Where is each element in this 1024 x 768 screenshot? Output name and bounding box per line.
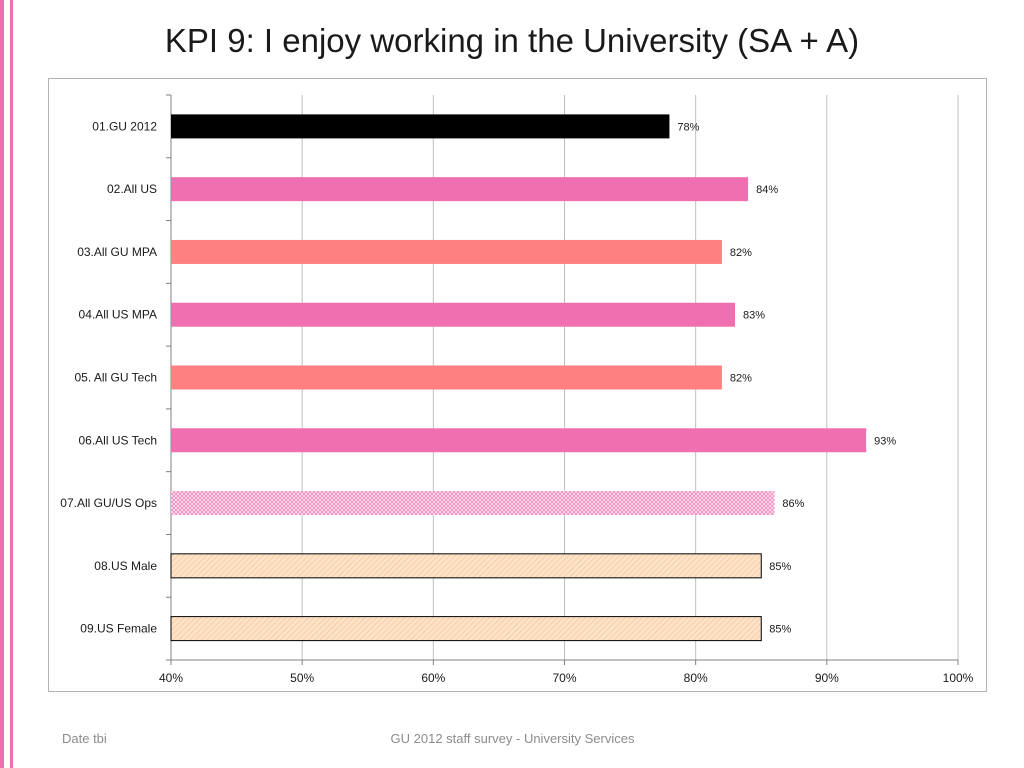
- category-label: 01.GU 2012: [92, 119, 157, 133]
- category-label: 04.All US MPA: [79, 308, 157, 322]
- value-label: 86%: [782, 498, 804, 510]
- bar: [170, 616, 762, 642]
- accent-bar-outer: [0, 0, 4, 768]
- bar: [171, 177, 749, 202]
- slide-title: KPI 9: I enjoy working in the University…: [164, 22, 860, 59]
- bar: [171, 365, 722, 390]
- footer-source: GU 2012 staff survey - University Servic…: [390, 731, 635, 746]
- value-label: 84%: [756, 184, 778, 196]
- category-label: 08.US Male: [94, 559, 157, 573]
- category-label: 03.All GU MPA: [77, 245, 157, 259]
- footer-date: Date tbi: [62, 731, 107, 746]
- category-label: 09.US Female: [80, 622, 157, 636]
- value-label: 85%: [769, 561, 791, 573]
- category-label: 07.All GU/US Ops: [60, 496, 157, 510]
- x-tick-label: 70%: [552, 671, 576, 685]
- x-tick-label: 80%: [684, 671, 708, 685]
- bar-chart: 40% 50% 60% 70% 80% 90% 100% 01.GU 2012 78% 02.Al…: [60, 94, 974, 685]
- x-tick-label: 90%: [815, 671, 839, 685]
- value-label: 82%: [730, 247, 752, 259]
- x-tick-label: 60%: [421, 671, 445, 685]
- value-label: 83%: [743, 310, 765, 322]
- category-label: 02.All US: [107, 182, 157, 196]
- accent-bar-inner: [10, 0, 13, 768]
- bar: [170, 553, 762, 579]
- bar: [171, 428, 867, 453]
- bar: [171, 239, 722, 264]
- category-label: 05. All GU Tech: [75, 371, 158, 385]
- x-tick-label: 40%: [159, 671, 183, 685]
- x-tick-label: 50%: [290, 671, 314, 685]
- x-tick-label: 100%: [943, 671, 974, 685]
- value-label: 82%: [730, 373, 752, 385]
- value-label: 78%: [677, 121, 699, 133]
- bar: [171, 302, 736, 327]
- category-label: 06.All US Tech: [79, 433, 158, 447]
- value-label: 93%: [874, 435, 896, 447]
- bar: [171, 491, 775, 516]
- chart-area: 40% 50% 60% 70% 80% 90% 100% 01.GU 2012 78% 02.Al…: [48, 78, 987, 692]
- value-label: 85%: [769, 624, 791, 636]
- bar: [171, 114, 670, 139]
